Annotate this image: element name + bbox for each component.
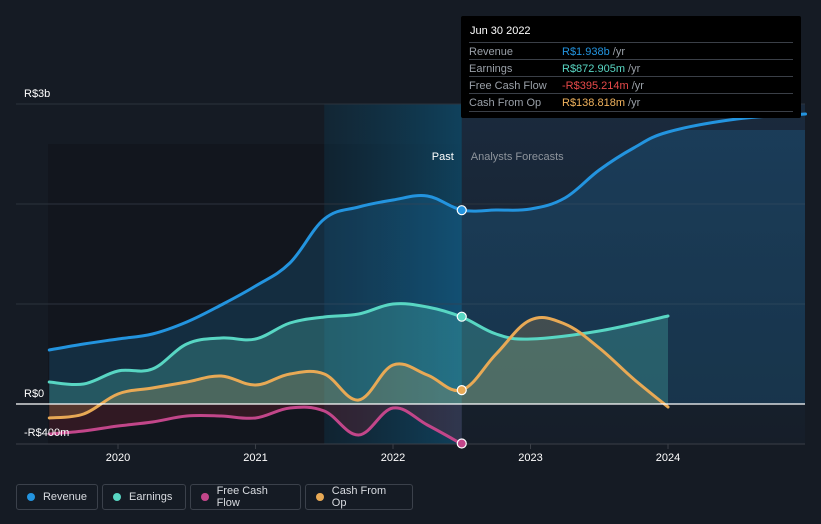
legend-label: Cash From Op [331,485,387,509]
legend-label: Earnings [129,491,173,503]
tooltip-value: R$872.905m [562,63,625,75]
x-tick-label: 2023 [518,452,542,464]
tooltip-value: R$138.818m [562,97,625,109]
earnings-dot-icon [113,493,121,501]
revenue-area [49,130,805,404]
legend-item-earnings[interactable]: Earnings [102,484,186,510]
free-cash-flow-line [47,405,464,446]
tooltip-date: Jun 30 2022 [470,25,531,37]
revenue-line [47,112,807,352]
tooltip-label: Free Cash Flow [469,80,547,92]
legend-item-cash-from-op[interactable]: Cash From Op [305,484,413,510]
tooltip-label: Revenue [469,46,514,58]
cash-from-op-line [47,316,670,420]
x-tick-label: 2022 [381,452,405,464]
tooltip-unit: /yr [628,80,644,92]
tooltip-unit: /yr [609,46,625,58]
y-tick-label: R$0 [24,388,44,400]
x-tick-label: 2024 [656,452,680,464]
tooltip-value: -R$395.214m [562,80,629,92]
revenue-dot-icon [27,493,35,501]
y-tick-label: -R$400m [24,427,69,439]
revenue-marker[interactable] [456,205,467,216]
legend-label: Revenue [42,491,87,503]
x-tick-label: 2020 [106,452,130,464]
y-tick-label: R$3b [24,88,50,100]
tooltip-value: R$1.938b [562,46,610,58]
tooltip-label: Earnings [469,63,513,75]
forecast-label: Analysts Forecasts [471,151,564,163]
tooltip-divider [469,111,793,112]
tooltip-label: Cash From Op [469,97,542,109]
tooltip: Jun 30 2022 Revenue R$1.938b /yr Earning… [461,16,801,118]
legend-item-free-cash-flow[interactable]: Free Cash Flow [190,484,301,510]
tooltip-unit: /yr [625,97,641,109]
legend: Revenue Earnings Free Cash Flow Cash Fro… [16,484,413,510]
tooltip-row-earnings: Earnings R$872.905m /yr [469,59,793,77]
x-tick-label: 2021 [243,452,267,464]
cash-from-op-dot-icon [316,493,324,501]
past-label: Past [432,151,454,163]
free-cash-flow-dot-icon [201,493,209,501]
tooltip-row-free-cash-flow: Free Cash Flow -R$395.214m /yr [469,76,793,94]
forecast-region [461,104,805,444]
legend-label: Free Cash Flow [216,485,268,509]
earnings-marker[interactable] [456,311,467,322]
cash-from-op-area [49,317,668,418]
legend-item-revenue[interactable]: Revenue [16,484,98,510]
tooltip-row-revenue: Revenue R$1.938b /yr [469,42,793,60]
tooltip-row-cash-from-op: Cash From Op R$138.818m /yr [469,93,793,111]
highlight-region [324,104,462,444]
cash-from-op-marker[interactable] [456,385,467,396]
tooltip-unit: /yr [625,63,641,75]
free-cash-flow-marker[interactable] [456,438,467,449]
